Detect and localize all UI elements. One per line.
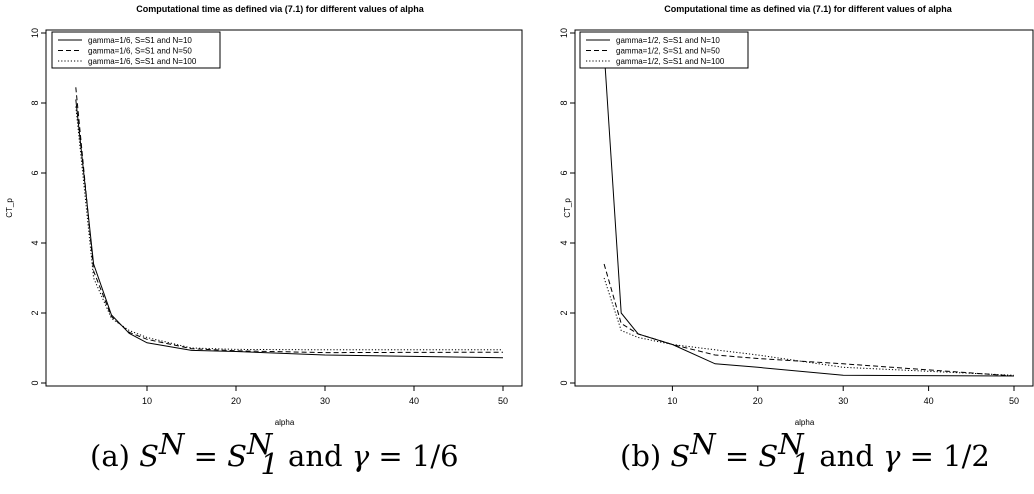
series-line-3	[603, 277, 1015, 376]
series-line-3	[75, 106, 503, 351]
plot-frame	[45, 29, 523, 387]
x-axis-label: alpha	[275, 418, 295, 427]
x-tick-label: 20	[753, 396, 763, 406]
caption-equals: =	[716, 439, 759, 473]
legend-label: gamma=1/6, S=S1 and N=50	[88, 47, 192, 56]
chart-panel-1: Computational time as defined via (7.1) …	[5, 4, 523, 481]
caption-label: (b)	[620, 439, 670, 473]
y-tick-label: 8	[559, 100, 569, 105]
caption-sub: 1	[792, 447, 810, 481]
chart-title: Computational time as defined via (7.1) …	[136, 4, 425, 14]
legend-label: gamma=1/6, S=S1 and N=100	[88, 57, 197, 66]
caption-label: (a)	[90, 439, 139, 473]
y-tick-label: 2	[30, 310, 40, 315]
legend-box	[51, 31, 221, 69]
legend-label: gamma=1/2, S=S1 and N=50	[616, 47, 720, 56]
x-axis-label: alpha	[795, 418, 815, 427]
y-tick-label: 4	[559, 240, 569, 245]
caption-value: = 1/6	[378, 439, 458, 473]
y-tick-label: 0	[30, 380, 40, 385]
x-tick-label: 30	[320, 396, 330, 406]
y-axis-label: CT_p	[5, 198, 14, 218]
y-axis-label: CT_p	[563, 198, 572, 218]
y-tick-label: 8	[30, 100, 40, 105]
chart-title: Computational time as defined via (7.1) …	[664, 4, 953, 14]
series-line-2	[603, 263, 1015, 377]
series-line-1	[75, 99, 504, 359]
caption-sup: N	[777, 427, 805, 461]
x-tick-label: 10	[667, 396, 677, 406]
y-tick-label: 2	[559, 310, 569, 315]
x-tick-label: 10	[142, 396, 152, 406]
y-tick-label: 6	[559, 170, 569, 175]
caption-and: and	[279, 439, 352, 473]
y-tick-label: 0	[559, 380, 569, 385]
series-line-2	[75, 87, 504, 354]
legend: gamma=1/6, S=S1 and N=10 gamma=1/6, S=S1 …	[51, 31, 221, 69]
caption-value: = 1/2	[910, 439, 990, 473]
caption-sub: 1	[260, 447, 278, 481]
caption-math: S	[670, 439, 690, 473]
legend-label: gamma=1/2, S=S1 and N=100	[616, 57, 725, 66]
caption-sup: N	[689, 427, 717, 461]
caption-gamma: γ	[352, 439, 370, 473]
legend: gamma=1/2, S=S1 and N=10 gamma=1/2, S=S1 …	[579, 31, 749, 69]
legend-label: gamma=1/2, S=S1 and N=10	[616, 36, 720, 45]
y-tick-label: 10	[559, 28, 569, 38]
caption-and: and	[810, 439, 883, 473]
caption-gamma: γ	[883, 439, 901, 473]
figure-caption: (a) SN = SN 1 and γ = 1/6	[90, 427, 459, 481]
caption-equals: =	[184, 439, 227, 473]
x-tick-label: 50	[1009, 396, 1019, 406]
x-tick-label: 40	[409, 396, 419, 406]
caption-math: S	[758, 439, 778, 473]
y-tick-label: 4	[30, 240, 40, 245]
caption-sup: N	[246, 427, 274, 461]
caption-math: S	[139, 439, 159, 473]
legend-box	[579, 31, 749, 69]
y-tick-label: 10	[30, 28, 40, 38]
x-tick-label: 50	[498, 396, 508, 406]
caption-math: S	[227, 439, 247, 473]
x-tick-label: 40	[924, 396, 934, 406]
y-tick-label: 6	[30, 170, 40, 175]
x-tick-label: 30	[838, 396, 848, 406]
chart-panel-2: Computational time as defined via (7.1) …	[559, 4, 1034, 481]
caption-sup: N	[158, 427, 186, 461]
series-line-1	[603, 50, 1015, 377]
legend-label: gamma=1/6, S=S1 and N=10	[88, 36, 192, 45]
plot-frame	[574, 29, 1034, 387]
x-tick-label: 20	[231, 396, 241, 406]
figure-caption: (b) SN = SN 1 and γ = 1/2	[620, 427, 990, 481]
